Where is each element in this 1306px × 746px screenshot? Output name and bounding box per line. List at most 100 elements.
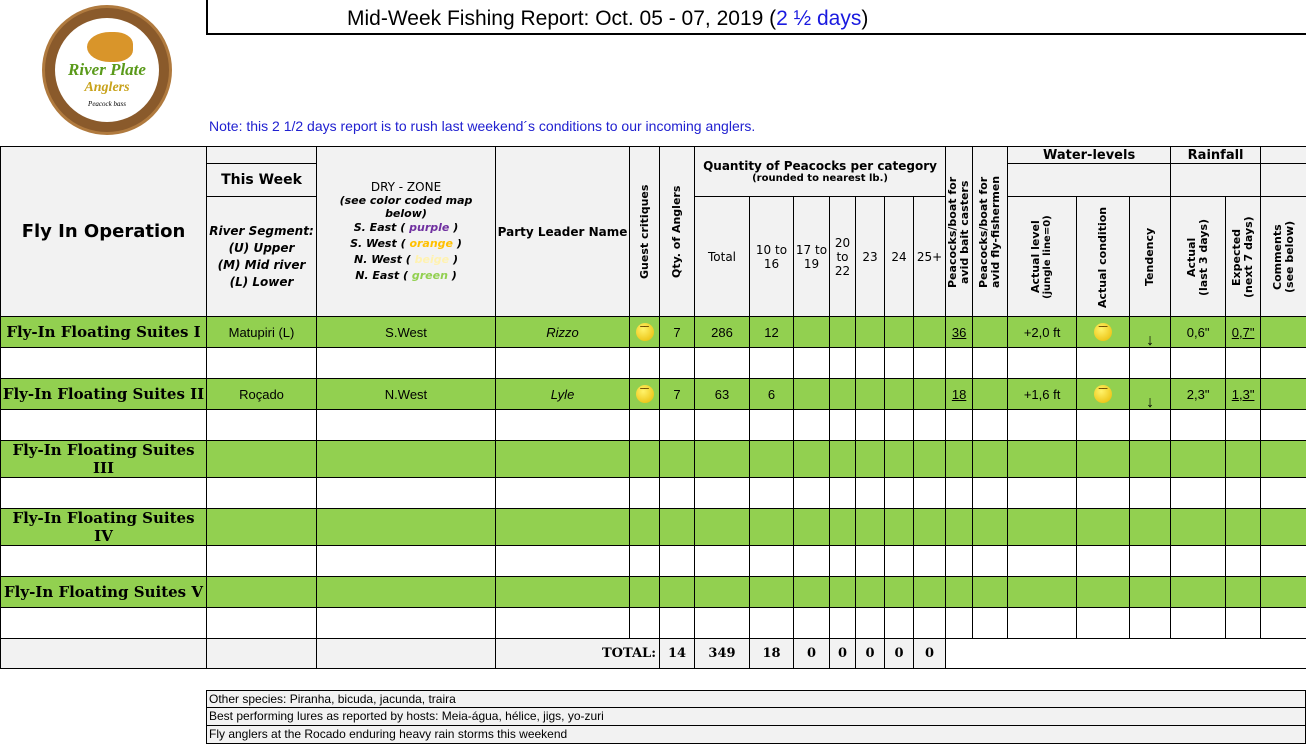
header-fly-in-operation: Fly In Operation — [0, 146, 207, 317]
cell-operation-name: Fly-In Floating Suites III — [0, 440, 207, 478]
header-comments: Comments (see below) — [1260, 196, 1306, 317]
cell-bait — [945, 508, 974, 546]
cell-zone — [316, 440, 496, 478]
totals-row: TOTAL: 14 349 18 0 0 0 0 0 — [0, 638, 1306, 669]
spacer-row — [0, 545, 1306, 577]
cell-total: 63 — [694, 378, 750, 410]
cell-bait: 18 — [945, 378, 974, 410]
notes-box: Other species: Piranha, bicuda, jacunda,… — [206, 690, 1306, 744]
header-party-leader: Party Leader Name — [495, 146, 630, 317]
total-label: TOTAL: — [495, 638, 660, 669]
cell-condition: ‾‾ — [1076, 378, 1131, 410]
cell-anglers — [659, 440, 695, 478]
cell-critique — [629, 576, 660, 608]
cell-anglers: 7 — [659, 316, 695, 348]
cell-zone: S.West — [316, 316, 496, 348]
zone-legend-item: N. East ( green ) — [355, 268, 457, 282]
header-this-week: This Week — [206, 163, 317, 197]
logo-tagline: Peacock bass — [88, 100, 126, 108]
header-dry-zone: DRY - ZONE (see color coded map below) S… — [316, 146, 496, 317]
header-blank — [1260, 146, 1306, 164]
cell-total — [694, 440, 750, 478]
cell-rain_expected — [1225, 576, 1262, 608]
header-actual-condition: Actual condition — [1076, 196, 1131, 317]
cell-operation-name: Fly-In Floating Suites I — [0, 316, 207, 348]
header-cat-25-plus: 25+ — [912, 196, 947, 317]
cell-zone: N.West — [316, 378, 496, 410]
header-rainfall: Rainfall — [1170, 146, 1262, 164]
cell-c10_16: 12 — [749, 316, 794, 348]
table-row: Fly-In Floating Suites I Matupiri (L) S.We… — [0, 316, 1306, 348]
cell-leader: Rizzo — [495, 316, 630, 348]
spacer-row — [0, 347, 1306, 379]
total-value: 0 — [829, 638, 856, 669]
cell-bait — [945, 440, 974, 478]
zone-legend-item: N. West ( beige ) — [354, 252, 458, 266]
header-river-segment: River Segment: (U) Upper (M) Mid river (L) … — [206, 196, 317, 317]
cell-operation-name: Fly-In Floating Suites V — [0, 576, 207, 608]
note-species: Other species: Piranha, bicuda, jacunda,… — [206, 690, 1306, 708]
cell-rain_actual — [1170, 440, 1227, 478]
river-segment-line: (U) Upper — [228, 240, 295, 255]
cell-anglers — [659, 576, 695, 608]
header-cat-total: Total — [694, 196, 750, 317]
note-conditions: Fly anglers at the Rocado enduring heavy… — [206, 726, 1306, 744]
header-actual-level: Actual level (jungle line=0) — [1007, 196, 1078, 317]
down-arrow-icon: ↓ — [1146, 331, 1155, 348]
cell-level — [1007, 440, 1078, 478]
total-value: 18 — [749, 638, 794, 669]
spacer-row — [0, 477, 1306, 509]
cell-rain_expected: 0,7" — [1225, 316, 1262, 348]
cell-c10_16: 6 — [749, 378, 794, 410]
total-value: 0 — [884, 638, 914, 669]
page-title: Mid-Week Fishing Report: Oct. 05 - 07, 2… — [347, 7, 869, 30]
header-quantity: Quantity of Peacocks per category (rounde… — [693, 146, 947, 197]
cell-tendency — [1129, 440, 1172, 478]
cell-condition — [1076, 440, 1131, 478]
header-rain-expected: Expected (next 7 days) — [1225, 196, 1262, 317]
cell-anglers — [659, 508, 695, 546]
peacock-bass-icon — [87, 32, 133, 62]
smiley-icon: ‾‾ — [1094, 385, 1113, 403]
cell-rain_expected: 1,3" — [1225, 378, 1262, 410]
header-rain-actual: Actual (last 3 days) — [1170, 196, 1227, 317]
cell-total — [694, 576, 750, 608]
cell-zone — [316, 576, 496, 608]
total-value: 0 — [855, 638, 885, 669]
total-value: 0 — [912, 638, 947, 669]
total-anglers: 14 — [659, 638, 695, 669]
header-fly-fishermen: Peacocks/boat for avid fly-fishermen — [972, 146, 1009, 317]
header-cat-20-22: 20 to 22 — [829, 196, 856, 317]
header-bait-casters: Peacocks/boat for avid bait casters — [945, 146, 974, 317]
river-segment-line: River Segment: — [209, 223, 314, 238]
smiley-icon: ‾‾ — [635, 323, 654, 341]
table-row: Fly-In Floating Suites III — [0, 440, 1306, 478]
cell-tendency: ↓ — [1129, 378, 1172, 410]
header-blank — [1260, 163, 1306, 197]
cell-critique — [629, 440, 660, 478]
cell-bait: 36 — [945, 316, 974, 348]
cell-operation-name: Fly-In Floating Suites II — [0, 378, 207, 410]
cell-condition — [1076, 576, 1131, 608]
cell-segment: Roçado — [206, 378, 317, 410]
cell-rain_actual — [1170, 576, 1227, 608]
header-cat-23: 23 — [855, 196, 885, 317]
cell-leader — [495, 440, 630, 478]
header-blank — [206, 146, 317, 164]
header-blank — [1007, 163, 1172, 197]
header-cat-10-16: 10 to 16 — [749, 196, 794, 317]
cell-segment — [206, 508, 317, 546]
cell-segment: Matupiri (L) — [206, 316, 317, 348]
cell-zone — [316, 508, 496, 546]
cell-total — [694, 508, 750, 546]
table-row: Fly-In Floating Suites V — [0, 576, 1306, 608]
smiley-icon: ‾‾ — [1094, 323, 1113, 341]
cell-tendency — [1129, 508, 1172, 546]
cell-critique: ‾‾ — [629, 378, 660, 410]
fishing-report-table: Fly In Operation DRY - ZONE (see color c… — [0, 146, 1306, 669]
cell-bait — [945, 576, 974, 608]
river-segment-line: (M) Mid river — [217, 257, 306, 272]
cell-level: +1,6 ft — [1007, 378, 1078, 410]
header-blank — [1170, 163, 1262, 197]
cell-segment — [206, 576, 317, 608]
